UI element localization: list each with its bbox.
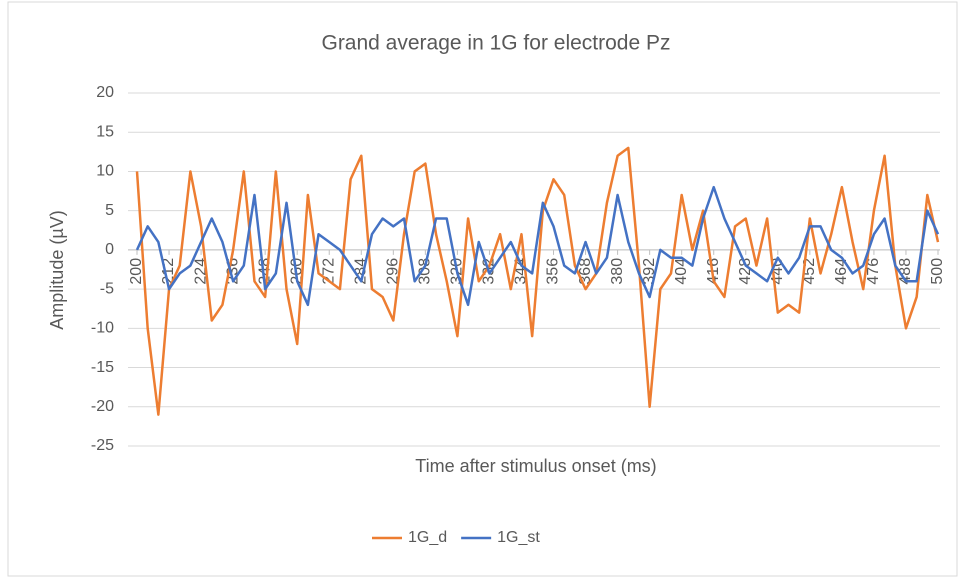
x-tick-label: 500 xyxy=(929,258,946,285)
chart-title: Grand average in 1G for electrode Pz xyxy=(321,32,670,55)
x-axis-title: Time after stimulus onset (ms) xyxy=(415,456,656,476)
y-tick-label: 0 xyxy=(105,241,114,258)
series-line xyxy=(135,185,940,307)
series-line xyxy=(135,146,940,416)
y-tick-label: -15 xyxy=(91,359,114,376)
y-tick-label: -20 xyxy=(91,398,114,415)
x-tick-label: 200 xyxy=(128,258,145,285)
x-tick-label: 488 xyxy=(897,258,914,285)
legend-label: 1G_st xyxy=(497,529,540,546)
x-tick-label: 464 xyxy=(833,258,850,285)
y-tick-label: 10 xyxy=(96,163,114,180)
legend-label: 1G_d xyxy=(408,529,447,546)
x-tick-label: 308 xyxy=(417,258,434,285)
y-tick-label: 5 xyxy=(105,202,114,219)
x-tick-label: 380 xyxy=(609,258,626,285)
y-tick-label: 20 xyxy=(96,84,114,101)
x-tick-label: 356 xyxy=(545,258,562,285)
y-tick-label: -10 xyxy=(91,320,114,337)
x-tick-label: 296 xyxy=(385,258,402,285)
y-tick-label: -25 xyxy=(91,437,114,454)
x-tick-label: 404 xyxy=(673,258,690,285)
y-tick-label: -5 xyxy=(100,280,114,297)
x-tick-label: 476 xyxy=(865,258,882,285)
y-axis-title: Amplitude (µV) xyxy=(47,210,67,329)
y-tick-label: 15 xyxy=(96,123,114,140)
x-tick-label: 428 xyxy=(737,258,754,285)
